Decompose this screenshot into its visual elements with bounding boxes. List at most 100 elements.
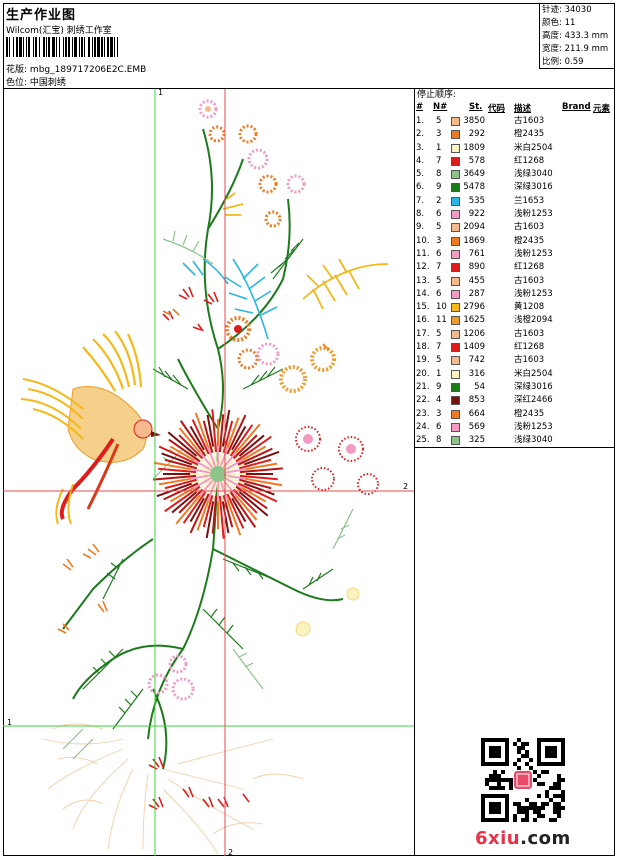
row-needle: 3 xyxy=(436,129,442,140)
row-num: 12. xyxy=(416,262,430,273)
stitch-info-box: 针迹: 34030 颜色: 11 高度: 433.3 mm 宽度: 211.9 … xyxy=(539,3,615,69)
thread-color-swatch xyxy=(451,276,460,286)
row-needle: 3 xyxy=(436,235,442,246)
row-description: 深红2466 xyxy=(514,395,553,406)
col-code: 代码 xyxy=(488,104,506,114)
row-num: 7. xyxy=(416,195,425,206)
row-stitches: 54 xyxy=(474,381,485,392)
embroidery-artwork xyxy=(3,89,414,856)
colorway-label: 色位: xyxy=(6,78,28,88)
row-description: 米白2504 xyxy=(514,142,553,153)
legend-row: 24. 6 569 浅粉1253 xyxy=(416,421,615,434)
row-num: 24. xyxy=(416,421,430,432)
legend-row: 22. 4 853 深红2466 xyxy=(416,394,615,407)
row-stitches: 1625 xyxy=(463,315,485,326)
row-stitches: 890 xyxy=(468,262,485,273)
legend-row: 15. 10 2796 黄1208 xyxy=(416,301,615,314)
row-needle: 3 xyxy=(436,408,442,419)
row-num: 22. xyxy=(416,395,430,406)
yellow-plume xyxy=(222,192,389,310)
row-needle: 5 xyxy=(436,222,442,233)
crosshair-label-right: 2 xyxy=(403,482,409,491)
row-needle: 11 xyxy=(436,315,447,326)
legend-header: # N# St. 代码 描述 Brand 元素 xyxy=(416,101,615,115)
row-description: 浅粉1253 xyxy=(514,421,553,432)
crosshair-label-top: 1 xyxy=(158,88,164,97)
row-stitches: 1809 xyxy=(463,142,485,153)
thread-color-swatch xyxy=(451,436,460,446)
row-needle: 6 xyxy=(436,288,442,299)
row-num: 11. xyxy=(416,248,430,259)
row-description: 古1603 xyxy=(514,328,545,339)
info-stitches: 针迹: 34030 xyxy=(542,5,592,15)
thread-color-swatch xyxy=(451,249,460,259)
bottom-fan-motif xyxy=(42,723,304,855)
watermark-tld: .com xyxy=(520,828,571,849)
colorway-value: 中国刺绣 xyxy=(29,78,66,88)
thread-color-swatch xyxy=(451,210,460,220)
row-stitches: 761 xyxy=(468,248,485,259)
row-stitches: 578 xyxy=(468,155,485,166)
thread-color-swatch xyxy=(451,422,460,432)
row-needle: 4 xyxy=(436,395,442,406)
row-needle: 1 xyxy=(436,368,442,379)
thread-color-swatch xyxy=(451,117,460,126)
barcode xyxy=(6,37,234,57)
legend-row: 10. 3 1869 橙2435 xyxy=(416,235,615,248)
row-stitches: 922 xyxy=(468,209,485,220)
thread-color-swatch xyxy=(451,329,460,339)
legend-row: 23. 3 664 橙2435 xyxy=(416,408,615,421)
row-num: 13. xyxy=(416,275,430,286)
thread-color-swatch xyxy=(451,196,460,206)
info-scale: 比例: 0.59 xyxy=(542,57,584,67)
thread-color-swatch xyxy=(451,143,460,153)
thread-color-swatch xyxy=(451,170,460,180)
watermark-brand: 6xiu xyxy=(475,828,521,849)
col-st: St. xyxy=(469,102,483,112)
legend-title: 停止顺序: xyxy=(417,90,457,100)
small-flowers xyxy=(147,99,379,701)
row-description: 橙2435 xyxy=(514,408,545,419)
thread-color-swatch xyxy=(451,382,460,392)
thread-color-swatch xyxy=(451,223,460,233)
sheet-frame xyxy=(3,3,615,856)
info-height: 高度: 433.3 mm xyxy=(542,31,609,41)
legend-row: 20. 1 316 米白2504 xyxy=(416,368,615,381)
thread-color-swatch xyxy=(451,409,460,419)
row-needle: 8 xyxy=(436,169,442,180)
row-num: 23. xyxy=(416,408,430,419)
row-stitches: 853 xyxy=(468,395,485,406)
row-stitches: 287 xyxy=(468,288,485,299)
central-flower xyxy=(153,409,283,539)
col-num: # xyxy=(416,102,424,112)
row-description: 红1268 xyxy=(514,342,545,353)
legend-row: 18. 7 1409 红1268 xyxy=(416,341,615,354)
row-num: 20. xyxy=(416,368,430,379)
main-stems xyxy=(62,128,344,770)
red-buds xyxy=(148,286,250,810)
row-needle: 2 xyxy=(436,195,442,206)
row-num: 5. xyxy=(416,169,425,180)
legend-row: 13. 5 455 古1603 xyxy=(416,275,615,288)
row-needle: 6 xyxy=(436,209,442,220)
row-num: 3. xyxy=(416,142,425,153)
studio-subtitle: Wilcom(汇宝) 刺绣工作室 xyxy=(6,26,112,36)
thread-color-swatch xyxy=(451,130,460,140)
row-needle: 7 xyxy=(436,262,442,273)
thread-color-swatch xyxy=(451,156,460,166)
crosshair-label-bottom: 2 xyxy=(228,848,234,857)
row-stitches: 535 xyxy=(468,195,485,206)
orange-buds xyxy=(57,308,330,634)
row-stitches: 1409 xyxy=(463,342,485,353)
pattern-file: mbg_189717206E2C.EMB xyxy=(29,65,147,75)
legend-row: 5. 8 3649 浅绿3040 xyxy=(416,168,615,181)
dark-green-leaves xyxy=(82,238,334,730)
row-needle: 10 xyxy=(436,302,447,313)
thread-color-swatch xyxy=(451,289,460,299)
thread-legend: 停止顺序: # N# St. 代码 描述 Brand 元素 1. 5 3850 古16… xyxy=(416,89,615,447)
thread-color-swatch xyxy=(451,303,460,313)
row-num: 16. xyxy=(416,315,430,326)
colorway-line: 色位: 中国刺绣 xyxy=(6,75,66,88)
legend-row: 25. 8 325 浅绿3040 xyxy=(416,434,615,447)
legend-row: 4. 7 578 红1268 xyxy=(416,155,615,168)
